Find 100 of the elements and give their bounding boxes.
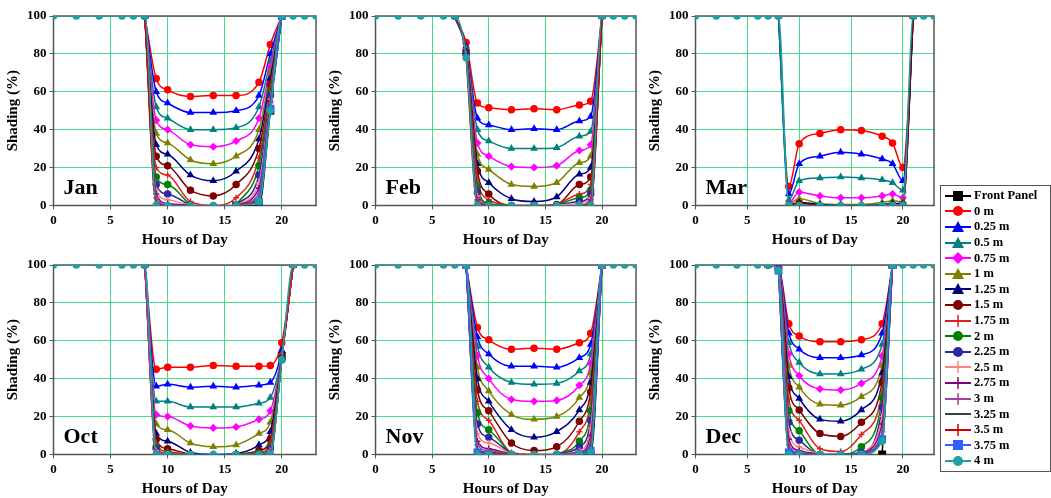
y-axis-title: Shading (%) xyxy=(645,319,663,401)
x-tick-label: 20 xyxy=(595,460,609,476)
x-tick-label: 5 xyxy=(744,211,752,227)
y-tick-label: 40 xyxy=(33,121,47,136)
annotation: Jan xyxy=(63,174,98,200)
y-tick-label: 20 xyxy=(675,158,689,174)
y-tick-label: 40 xyxy=(675,370,689,385)
y-tick-label: 60 xyxy=(675,83,689,99)
x-tick-label: 10 xyxy=(482,211,496,227)
x-tick-label: 0 xyxy=(50,211,57,227)
x-tick-label: 5 xyxy=(428,211,436,227)
annotation: Nov xyxy=(385,423,424,449)
x-tick-label: 15 xyxy=(844,211,859,227)
y-tick-label: 40 xyxy=(355,121,369,136)
y-axis-title: Shading (%) xyxy=(645,70,663,152)
y-tick-label: 60 xyxy=(675,332,689,348)
legend-label: 3 m xyxy=(974,391,994,407)
y-tick-label: 100 xyxy=(349,7,369,23)
legend-label: 1 m xyxy=(974,266,994,282)
y-tick-label: 20 xyxy=(675,407,689,423)
x-tick-label: 20 xyxy=(275,211,289,227)
y-tick-label: 40 xyxy=(33,370,47,385)
legend-label: 3.25 m xyxy=(974,406,1010,422)
y-tick-label: 0 xyxy=(40,445,47,461)
x-tick-label: 15 xyxy=(538,460,553,476)
legend-label: 3.75 m xyxy=(974,437,1010,453)
y-tick-label: 20 xyxy=(33,158,47,174)
y-tick-label: 80 xyxy=(33,45,47,61)
y-tick-label: 20 xyxy=(355,407,369,423)
legend-label: 0.75 m xyxy=(974,250,1010,266)
legend-label: 0 m xyxy=(974,203,994,219)
y-tick-label: 100 xyxy=(27,256,47,272)
legend-label: 1.25 m xyxy=(974,281,1010,297)
x-tick-label: 15 xyxy=(538,211,553,227)
x-tick-label: 5 xyxy=(744,460,752,476)
y-tick-label: 0 xyxy=(362,445,369,461)
legend-label: 1.75 m xyxy=(974,313,1010,329)
x-tick-label: 0 xyxy=(50,460,57,476)
y-tick-label: 20 xyxy=(33,407,47,423)
y-tick-label: 60 xyxy=(355,332,369,348)
y-tick-label: 80 xyxy=(675,294,689,310)
y-axis-title: Shading (%) xyxy=(3,70,21,152)
annotation: Oct xyxy=(63,423,99,449)
y-tick-label: 100 xyxy=(27,7,47,23)
legend-label: 3.5 m xyxy=(974,422,1004,438)
y-axis-title: Shading (%) xyxy=(325,70,343,152)
x-axis-title: Hours of Day xyxy=(462,230,550,247)
annotation: Mar xyxy=(705,174,748,200)
legend-label: 2.5 m xyxy=(974,359,1004,375)
y-tick-label: 80 xyxy=(355,45,369,61)
x-axis-title: Hours of Day xyxy=(462,479,550,496)
x-tick-label: 20 xyxy=(896,460,910,476)
legend-label: 1.5 m xyxy=(974,297,1004,313)
x-axis-title: Hours of Day xyxy=(141,479,229,496)
x-tick-label: 20 xyxy=(595,211,609,227)
x-tick-label: 5 xyxy=(107,460,115,476)
x-axis-title: Hours of Day xyxy=(771,230,859,247)
y-tick-label: 60 xyxy=(33,83,47,99)
y-tick-label: 100 xyxy=(669,7,689,23)
legend-label: Front Panel xyxy=(974,188,1038,204)
y-tick-label: 60 xyxy=(33,332,47,348)
x-tick-label: 5 xyxy=(428,460,436,476)
y-tick-label: 80 xyxy=(675,45,689,61)
y-tick-label: 20 xyxy=(355,158,369,174)
y-tick-label: 0 xyxy=(682,196,689,212)
x-tick-label: 15 xyxy=(218,460,232,476)
legend-label: 4 m xyxy=(974,453,994,469)
y-tick-label: 0 xyxy=(362,196,369,212)
x-tick-label: 15 xyxy=(844,460,859,476)
annotation: Feb xyxy=(385,174,421,200)
x-tick-label: 15 xyxy=(218,211,232,227)
x-tick-label: 10 xyxy=(792,211,806,227)
legend-label: 2.25 m xyxy=(974,344,1010,360)
y-tick-label: 0 xyxy=(682,445,689,461)
x-tick-label: 20 xyxy=(896,211,910,227)
legend-label: 2 m xyxy=(974,328,994,344)
x-axis-title: Hours of Day xyxy=(771,479,859,496)
y-tick-label: 100 xyxy=(349,256,369,272)
x-axis-title: Hours of Day xyxy=(141,230,229,247)
legend-label: 2.75 m xyxy=(974,375,1010,391)
x-tick-label: 5 xyxy=(107,211,115,227)
y-tick-label: 0 xyxy=(40,196,47,212)
y-axis-title: Shading (%) xyxy=(3,319,21,401)
x-tick-label: 0 xyxy=(372,460,379,476)
x-tick-label: 10 xyxy=(482,460,496,476)
legend-label: 0.25 m xyxy=(974,219,1010,235)
x-tick-label: 10 xyxy=(161,211,175,227)
y-tick-label: 60 xyxy=(355,83,369,99)
y-tick-label: 80 xyxy=(33,294,47,310)
x-tick-label: 0 xyxy=(692,460,699,476)
y-tick-label: 100 xyxy=(669,256,689,272)
annotation: Dec xyxy=(705,423,742,449)
y-tick-label: 80 xyxy=(355,294,369,310)
x-tick-label: 0 xyxy=(692,211,699,227)
y-axis-title: Shading (%) xyxy=(325,319,343,401)
y-tick-label: 40 xyxy=(675,121,689,136)
x-tick-label: 20 xyxy=(275,460,289,476)
legend-label: 0.5 m xyxy=(974,235,1004,251)
y-tick-label: 40 xyxy=(355,370,369,385)
x-tick-label: 10 xyxy=(161,460,175,476)
